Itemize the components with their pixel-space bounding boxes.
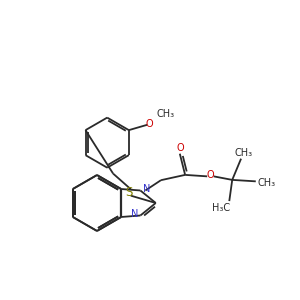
Text: CH₃: CH₃: [156, 109, 174, 118]
Text: O: O: [176, 143, 184, 153]
Text: CH₃: CH₃: [234, 148, 252, 158]
Text: N: N: [142, 184, 150, 194]
Text: S: S: [126, 186, 133, 199]
Text: O: O: [146, 118, 153, 129]
Text: O: O: [207, 170, 214, 180]
Text: N: N: [131, 209, 138, 219]
Text: CH₃: CH₃: [257, 178, 275, 188]
Text: H₃C: H₃C: [212, 202, 230, 213]
